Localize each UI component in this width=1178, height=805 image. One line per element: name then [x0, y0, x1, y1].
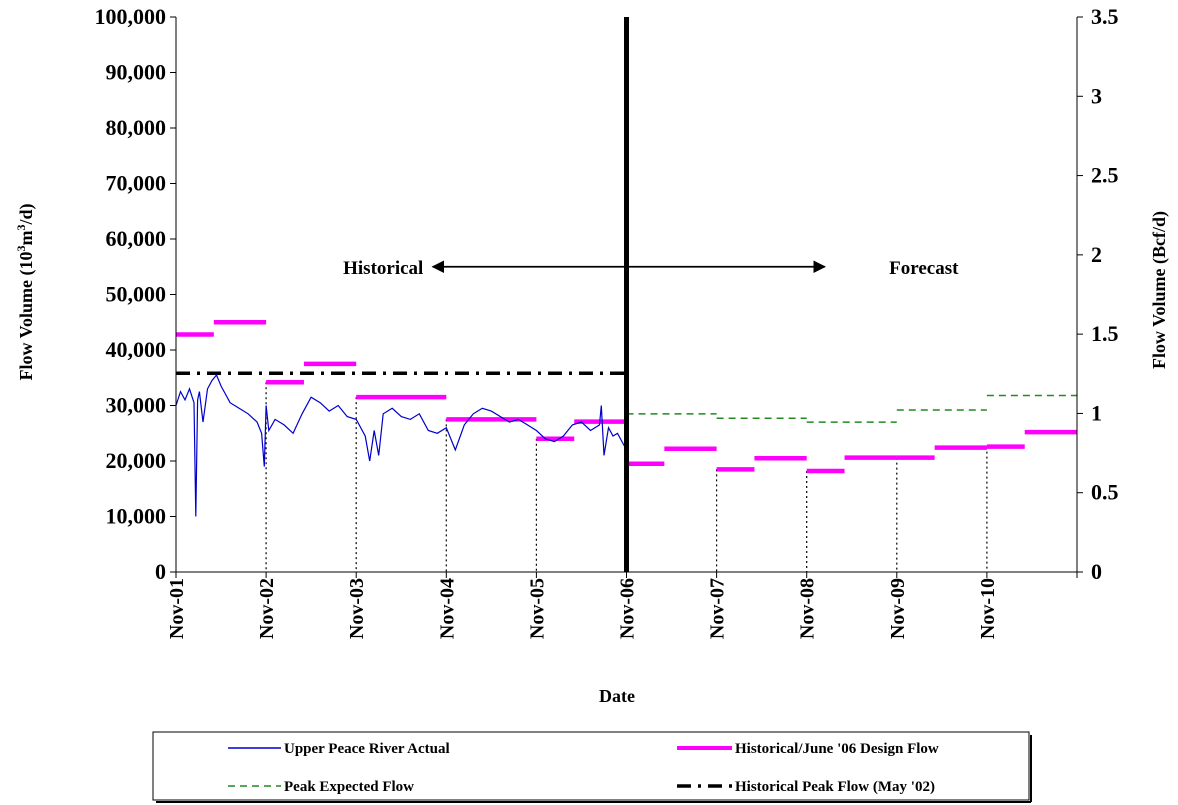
legend-label-historical-peak: Historical Peak Flow (May '02): [735, 779, 935, 795]
left-tick-label: 40,000: [106, 337, 167, 362]
left-tick-label: 50,000: [106, 282, 167, 307]
left-tick-label: 20,000: [106, 448, 167, 473]
x-tick-label: Nov-05: [526, 578, 548, 639]
x-tick-label: Nov-08: [797, 578, 819, 639]
left-tick-label: 70,000: [106, 171, 167, 196]
annotations: Historical Forecast: [343, 258, 959, 279]
right-tick-label: 2.5: [1091, 163, 1119, 188]
x-tick-label: Nov-06: [617, 578, 639, 639]
left-tick-label: 30,000: [106, 393, 167, 418]
x-tick-label: Nov-07: [707, 578, 729, 639]
x-tick-label: Nov-04: [436, 578, 458, 639]
x-tick-label: Nov-10: [977, 578, 999, 639]
legend-label-peak-expected: Peak Expected Flow: [284, 779, 414, 795]
right-tick-label: 1.5: [1091, 321, 1119, 346]
x-tick-label: Nov-01: [166, 578, 188, 639]
left-tick-label: 0: [155, 559, 166, 584]
legend-label-actual: Upper Peace River Actual: [284, 741, 450, 757]
right-tick-label: 0.5: [1091, 480, 1119, 505]
left-tick-label: 10,000: [106, 504, 167, 529]
historical-label: Historical: [343, 258, 423, 279]
forecast-label: Forecast: [889, 258, 959, 279]
left-y-axis-label: Flow Volume (103m3/d): [14, 203, 37, 380]
right-y-axis-label: Flow Volume (Bcf/d): [1149, 211, 1170, 369]
legend-label-design: Historical/June '06 Design Flow: [735, 741, 939, 757]
right-tick-label: 0: [1091, 559, 1102, 584]
left-tick-label: 80,000: [106, 115, 167, 140]
right-tick-label: 1: [1091, 400, 1102, 425]
left-tick-label: 100,000: [95, 4, 167, 29]
legend: Upper Peace River Actual Historical/June…: [152, 731, 1032, 803]
x-axis-label: Date: [599, 686, 635, 706]
legend-box: [152, 731, 1030, 801]
right-tick-label: 2: [1091, 242, 1102, 267]
left-tick-label: 90,000: [106, 60, 167, 85]
series-layer: [175, 320, 1077, 517]
right-tick-label: 3.5: [1091, 4, 1119, 29]
x-tick-label: Nov-02: [256, 578, 278, 639]
x-tick-label: Nov-03: [346, 578, 368, 639]
x-tick-label: Nov-09: [887, 578, 909, 639]
left-tick-label: 60,000: [106, 226, 167, 251]
axes: 0 10,000 20,000 30,000 40,000 50,000 60,000 70,…: [95, 4, 1119, 639]
right-tick-label: 3: [1091, 83, 1102, 108]
actual-flow-line: [175, 373, 628, 517]
